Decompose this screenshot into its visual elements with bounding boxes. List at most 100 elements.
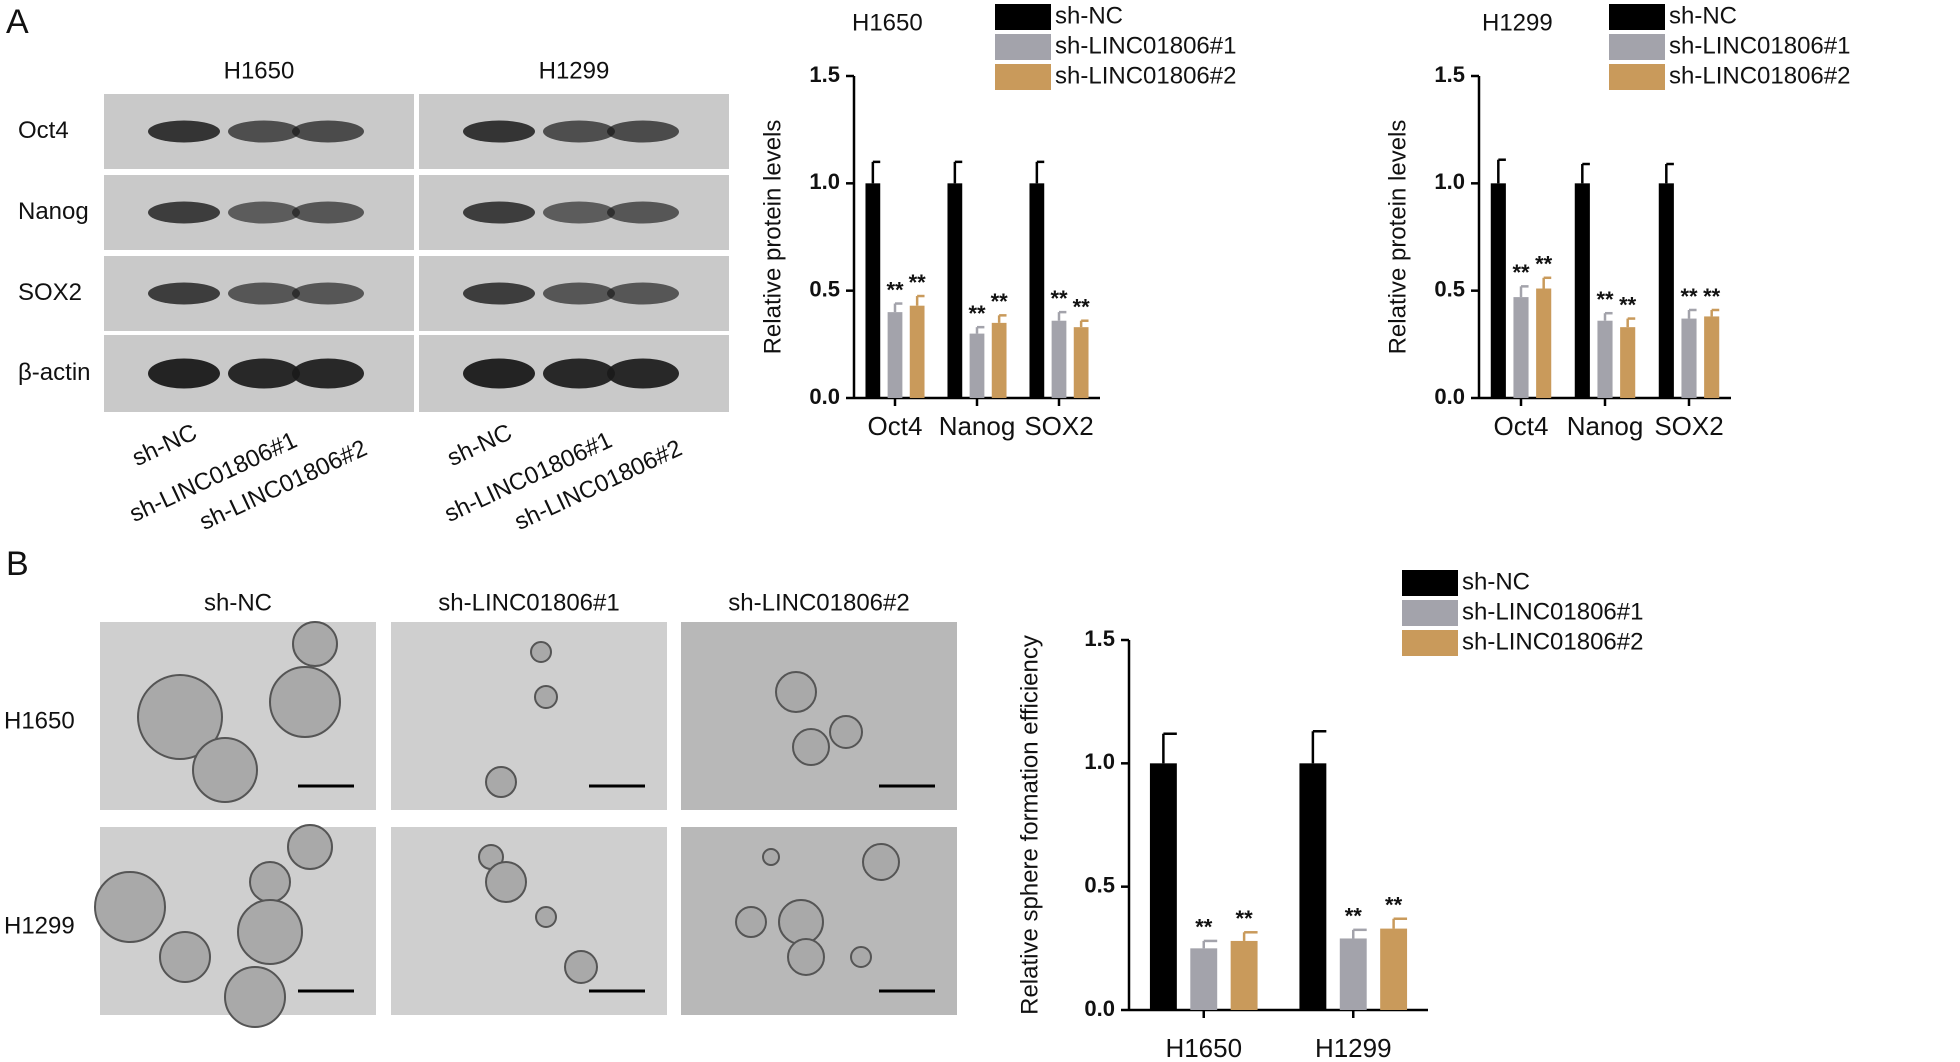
blot-band [463, 282, 535, 305]
sphere [534, 685, 558, 709]
blot-band [607, 201, 679, 224]
sphere [862, 843, 900, 881]
legend-label: sh-NC [1462, 568, 1530, 595]
row-label: H1650 [4, 707, 75, 734]
significance-label: ** [1619, 292, 1637, 317]
legend-label: sh-LINC01806#1 [1055, 32, 1236, 59]
legend-swatch [1402, 600, 1458, 626]
y-tick-label: 0.0 [809, 384, 840, 409]
sphere [778, 899, 824, 945]
x-tick-label: SOX2 [1654, 411, 1723, 441]
bar [1513, 297, 1529, 398]
legend-swatch [995, 34, 1051, 60]
y-tick-label: 1.5 [1084, 626, 1115, 651]
significance-label: ** [968, 301, 986, 326]
bar [1704, 316, 1720, 398]
lane-label: sh-NC [443, 419, 516, 472]
bar [1380, 928, 1408, 1010]
bar [909, 305, 925, 398]
significance-label: ** [1050, 286, 1068, 311]
blot-band [292, 358, 364, 389]
chart-title: H1299 [1482, 9, 1553, 36]
bar [1339, 938, 1367, 1010]
y-tick-label: 0.5 [1434, 276, 1465, 301]
significance-label: ** [1512, 260, 1530, 285]
bar [947, 183, 963, 398]
blot-band [463, 201, 535, 224]
column-label: sh-NC [204, 589, 272, 616]
column-label: sh-LINC01806#1 [438, 589, 619, 616]
sphere [535, 906, 557, 928]
bar [865, 183, 881, 398]
legend-swatch [1609, 34, 1665, 60]
blot-band [607, 120, 679, 143]
x-tick-label: Nanog [939, 411, 1016, 441]
protein-label: β-actin [18, 359, 91, 386]
significance-label: ** [1385, 893, 1403, 918]
sphere [792, 728, 830, 766]
blot-band [292, 282, 364, 305]
bar [1299, 763, 1327, 1010]
sphere [735, 906, 767, 938]
legend-label: sh-LINC01806#1 [1669, 32, 1850, 59]
blot-band [543, 358, 615, 389]
x-tick-label: Nanog [1567, 411, 1644, 441]
sphere [485, 861, 527, 903]
legend-swatch [1609, 4, 1665, 30]
y-axis-label: Relative protein levels [1384, 120, 1411, 355]
x-tick-label: Oct4 [1494, 411, 1549, 441]
blot-band [543, 201, 615, 224]
blot-band [292, 201, 364, 224]
sphere [787, 938, 825, 976]
legend-label: sh-LINC01806#2 [1055, 62, 1236, 89]
row-label: H1299 [4, 912, 75, 939]
panel-label: A [6, 3, 29, 41]
sphere [287, 824, 333, 870]
significance-label: ** [886, 277, 904, 302]
legend-label: sh-NC [1669, 2, 1737, 29]
y-tick-label: 0.0 [1434, 384, 1465, 409]
bar [1597, 320, 1613, 398]
bar [1230, 940, 1258, 1010]
blot-band [292, 120, 364, 143]
sphere [530, 641, 552, 663]
legend-swatch [995, 64, 1051, 90]
bar [1536, 288, 1552, 398]
bar [1681, 318, 1697, 398]
sphere [249, 861, 291, 903]
y-axis-label: Relative protein levels [759, 120, 786, 355]
sphere [829, 715, 863, 749]
protein-label: Oct4 [18, 117, 69, 144]
sphere [775, 671, 817, 713]
significance-label: ** [1345, 904, 1363, 929]
bar [1149, 763, 1177, 1010]
blot-band [607, 282, 679, 305]
blot-band [607, 358, 679, 389]
bar [969, 333, 985, 398]
sphere [292, 621, 338, 667]
lane-label: sh-NC [128, 419, 201, 472]
legend-swatch [1402, 570, 1458, 596]
sphere [237, 899, 303, 965]
legend-label: sh-LINC01806#2 [1669, 62, 1850, 89]
blot-band [228, 282, 300, 305]
blot-band [228, 358, 300, 389]
panel-label: B [6, 545, 29, 583]
micrograph [391, 622, 667, 810]
y-tick-label: 0.5 [1084, 872, 1115, 897]
significance-label: ** [1195, 915, 1213, 940]
blot-band [228, 201, 300, 224]
y-tick-label: 1.0 [1084, 749, 1115, 774]
bar [1051, 320, 1067, 398]
sphere [137, 674, 223, 760]
legend-label: sh-LINC01806#1 [1462, 598, 1643, 625]
significance-label: ** [1535, 252, 1553, 277]
legend-label: sh-LINC01806#2 [1462, 628, 1643, 655]
sphere [850, 946, 872, 968]
sphere [269, 666, 341, 738]
blot-band [148, 201, 220, 224]
bar [887, 312, 903, 398]
significance-label: ** [991, 289, 1009, 314]
legend-swatch [995, 4, 1051, 30]
blot-band [148, 120, 220, 143]
